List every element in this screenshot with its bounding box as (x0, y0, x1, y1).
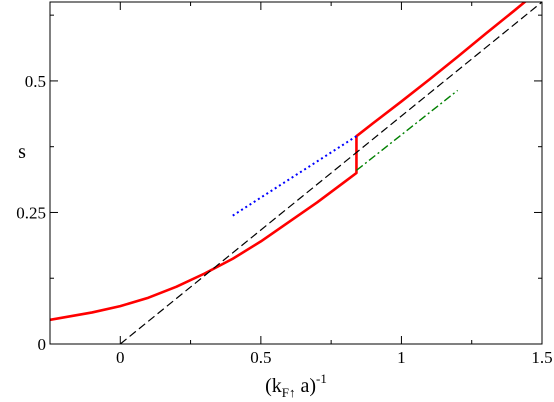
x-axis-label: (kF↑ a)-1 (265, 371, 327, 400)
series-line-0-solid (50, 2, 527, 322)
y-tick-label: 0.5 (25, 72, 46, 91)
plot-lines (50, 2, 542, 344)
series-line-1-dashed (119, 2, 542, 344)
y-axis-label: s (18, 141, 26, 163)
x-tick-label: 0.5 (250, 348, 271, 367)
series-line-2-dotted (232, 135, 357, 217)
x-tick-label: 1 (397, 348, 406, 367)
x-axis-label-main: (k (265, 375, 282, 397)
x-axis-label-mid: a) (296, 375, 317, 397)
x-tick-label: 0 (116, 348, 125, 367)
x-axis-label-sup: -1 (316, 371, 327, 386)
x-axis-label-sub: F↑ (282, 385, 296, 400)
y-axis-ticks: 0 0.25 0.5 (16, 14, 542, 354)
x-tick-label: 1.5 (531, 348, 552, 367)
x-axis-ticks: 0 0.5 1 1.5 (49, 2, 553, 367)
y-tick-label: 0 (38, 335, 47, 354)
series-line-3-dashdot (356, 89, 459, 171)
y-tick-label: 0.25 (16, 203, 46, 222)
plot-frame (49, 1, 543, 345)
